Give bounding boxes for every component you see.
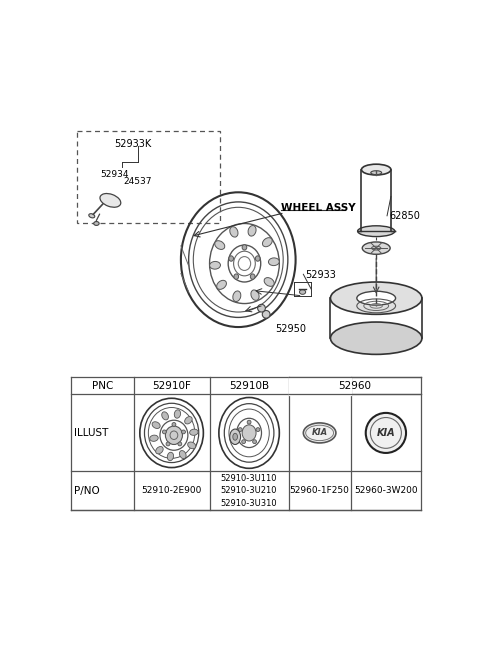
Text: 24537: 24537 — [123, 177, 152, 186]
Ellipse shape — [180, 451, 186, 459]
Text: P/NO: P/NO — [74, 485, 100, 496]
Ellipse shape — [371, 171, 382, 174]
Ellipse shape — [247, 420, 251, 424]
Ellipse shape — [242, 245, 247, 250]
Ellipse shape — [264, 277, 274, 286]
Ellipse shape — [188, 442, 196, 449]
Ellipse shape — [268, 258, 279, 266]
Ellipse shape — [181, 430, 185, 434]
Ellipse shape — [362, 242, 390, 255]
Ellipse shape — [210, 262, 220, 269]
Ellipse shape — [361, 164, 391, 175]
Polygon shape — [288, 377, 350, 395]
Text: 52960-3W200: 52960-3W200 — [354, 486, 418, 495]
Ellipse shape — [168, 452, 174, 461]
Ellipse shape — [330, 282, 422, 314]
Text: 52910B: 52910B — [229, 381, 269, 391]
Circle shape — [258, 304, 265, 312]
Text: 52960: 52960 — [338, 381, 372, 391]
Text: 52960-1F250: 52960-1F250 — [290, 486, 349, 495]
Text: 52910F: 52910F — [152, 381, 191, 391]
Circle shape — [262, 310, 270, 318]
Ellipse shape — [358, 226, 395, 237]
Ellipse shape — [166, 426, 182, 445]
Ellipse shape — [185, 417, 192, 424]
Text: 52910-3U110
52910-3U210
52910-3U310: 52910-3U110 52910-3U210 52910-3U310 — [221, 474, 277, 508]
Text: 52934: 52934 — [100, 170, 129, 178]
Ellipse shape — [234, 274, 239, 279]
Text: 52950: 52950 — [276, 323, 306, 334]
Text: 52910-2E900: 52910-2E900 — [142, 486, 202, 495]
Ellipse shape — [150, 435, 158, 441]
Ellipse shape — [174, 410, 180, 419]
Ellipse shape — [251, 290, 259, 300]
Ellipse shape — [300, 290, 306, 295]
Ellipse shape — [94, 222, 99, 226]
Ellipse shape — [252, 440, 256, 443]
Text: 52933K: 52933K — [114, 139, 152, 149]
Ellipse shape — [357, 291, 396, 305]
Ellipse shape — [230, 429, 240, 445]
Ellipse shape — [372, 246, 381, 250]
Ellipse shape — [190, 429, 198, 436]
Text: PNC: PNC — [92, 381, 113, 391]
Ellipse shape — [242, 425, 256, 441]
Text: WHEEL ASSY: WHEEL ASSY — [281, 203, 356, 213]
Ellipse shape — [156, 447, 163, 454]
Ellipse shape — [229, 256, 233, 261]
Text: KIA: KIA — [312, 428, 328, 438]
Ellipse shape — [162, 412, 168, 420]
Ellipse shape — [248, 226, 256, 236]
Ellipse shape — [256, 428, 260, 432]
Ellipse shape — [152, 422, 160, 428]
Ellipse shape — [230, 227, 238, 237]
Text: ILLUST: ILLUST — [74, 428, 108, 438]
Ellipse shape — [303, 423, 336, 443]
Ellipse shape — [215, 241, 225, 249]
Ellipse shape — [100, 194, 121, 207]
Ellipse shape — [233, 434, 238, 440]
Circle shape — [366, 413, 406, 453]
Ellipse shape — [251, 274, 255, 279]
Ellipse shape — [178, 442, 182, 446]
Ellipse shape — [166, 442, 170, 446]
Ellipse shape — [242, 440, 246, 443]
Ellipse shape — [330, 322, 422, 354]
Ellipse shape — [172, 422, 176, 426]
Ellipse shape — [255, 256, 260, 261]
Ellipse shape — [233, 291, 241, 302]
Ellipse shape — [238, 428, 242, 432]
Ellipse shape — [162, 430, 166, 434]
Ellipse shape — [216, 280, 227, 289]
Ellipse shape — [89, 214, 95, 218]
Ellipse shape — [263, 237, 272, 247]
Text: KIA: KIA — [377, 428, 395, 438]
Text: 62850: 62850 — [389, 211, 420, 221]
Text: 52933: 52933 — [305, 270, 336, 279]
